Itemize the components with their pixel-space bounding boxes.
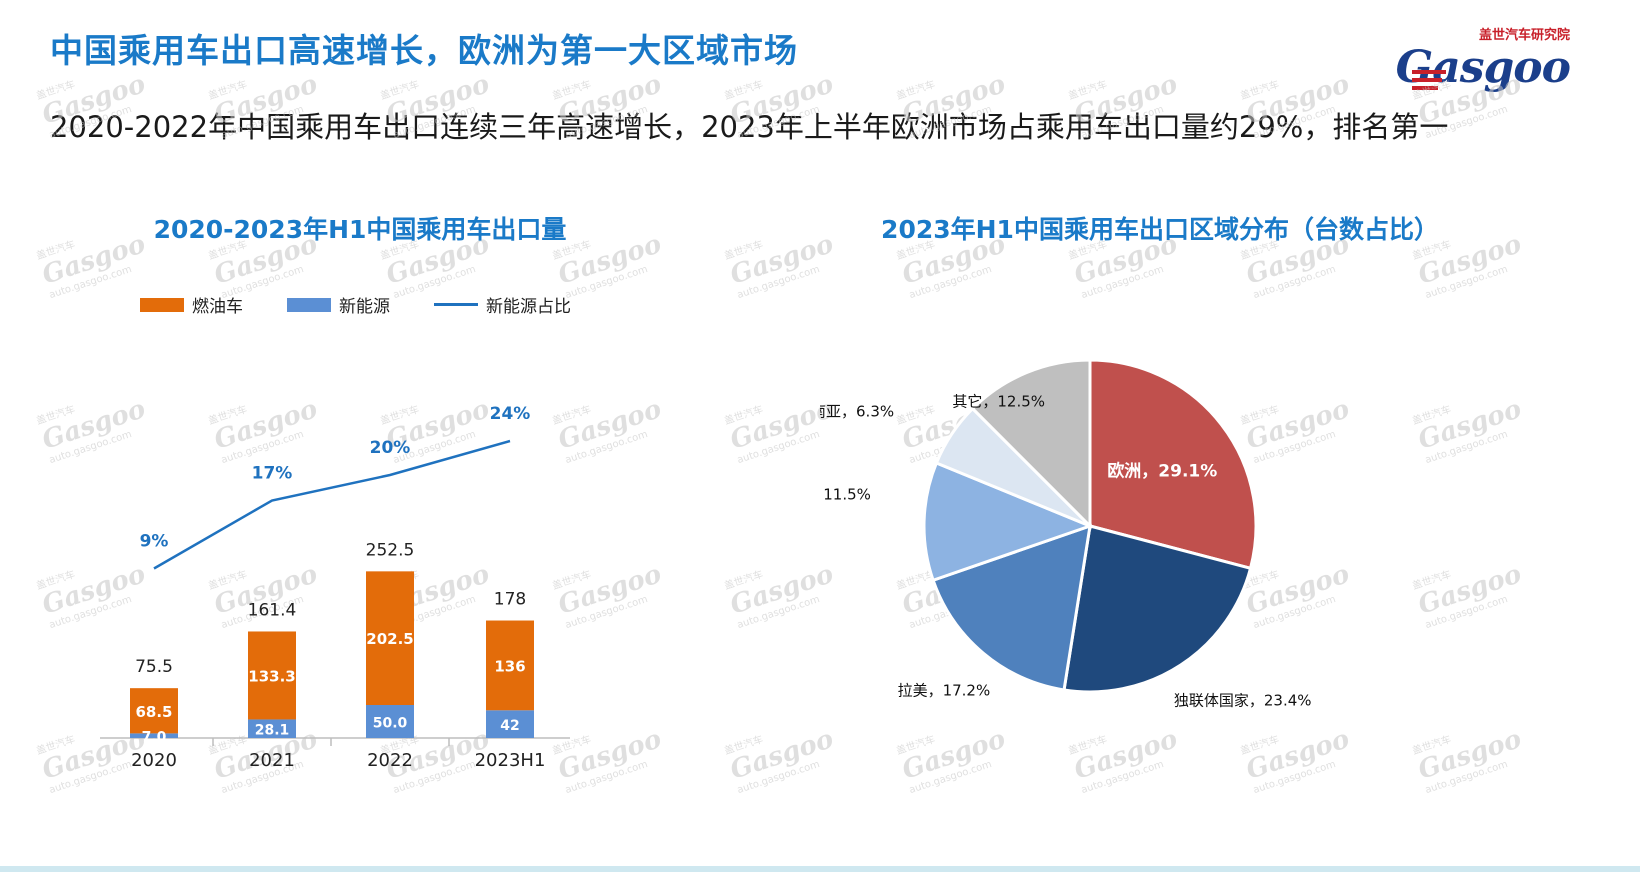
- gasgoo-logo: 盖世汽车研究院 Gasgoo: [1395, 28, 1571, 93]
- bar-total-label: 75.5: [135, 657, 173, 677]
- bar-nev: [130, 733, 178, 738]
- pie-slice: [1062, 524, 1253, 694]
- bar-fuel: [130, 688, 178, 734]
- x-tick-label: 2022: [367, 750, 413, 771]
- bar-total-label: 161.4: [248, 600, 297, 620]
- bar-fuel: [486, 620, 534, 711]
- nev-share-label: 17%: [252, 464, 293, 484]
- pie-slice-label: 独联体国家，23.4%: [1174, 691, 1312, 709]
- bar-fuel: [366, 571, 414, 705]
- page-subtitle: 2020-2022年中国乘用车出口连续三年高速增长，2023年上半年欧洲市场占乘…: [50, 110, 1449, 144]
- bar-fuel-label: 136: [494, 657, 525, 675]
- bar-nev-label: 7.0: [142, 730, 167, 746]
- nev-share-label: 9%: [140, 532, 169, 552]
- nev-share-line: [153, 439, 511, 570]
- bar-total-label: 178: [494, 590, 526, 610]
- bar-nev: [486, 710, 534, 738]
- bar-nev-label: 28.1: [255, 723, 290, 739]
- legend-label-nev-share: 新能源占比: [486, 297, 571, 317]
- legend-item-nev-share: 新能源占比: [434, 292, 571, 317]
- pie-slice-label: 其它，12.5%: [952, 392, 1045, 410]
- bar-nev: [248, 719, 296, 738]
- pie-slice: [970, 358, 1092, 530]
- bar-fuel-label: 202.5: [366, 630, 413, 648]
- bar-total-label: 252.5: [366, 540, 415, 560]
- bar-nev-label: 42: [500, 718, 519, 734]
- nev-share-label: 20%: [370, 438, 411, 458]
- pie-chart-title: 2023年H1中国乘用车出口区域分布（台数占比）: [881, 215, 1439, 244]
- legend-swatch-fuel: [140, 297, 184, 312]
- pie-slice-label: 东南亚，6.3%: [820, 402, 894, 420]
- legend-swatch-nev-share: [434, 303, 478, 306]
- x-tick-label: 2020: [131, 750, 177, 771]
- x-tick-label: 2021: [249, 750, 295, 771]
- legend-swatch-nev: [287, 297, 331, 312]
- bar-fuel-label: 133.3: [248, 667, 295, 685]
- bar-fuel: [248, 631, 296, 720]
- bar-chart-legend: 燃油车 新能源 新能源占比: [140, 292, 615, 317]
- bar-chart-title: 2020-2023年H1中国乘用车出口量: [153, 215, 567, 244]
- nev-share-label: 24%: [490, 404, 531, 424]
- pie-slice: [1088, 358, 1258, 571]
- page-title: 中国乘用车出口高速增长，欧洲为第一大区域市场: [50, 31, 798, 70]
- legend-item-fuel: 燃油车: [140, 292, 243, 317]
- legend-item-nev: 新能源: [287, 292, 390, 317]
- legend-label-nev: 新能源: [339, 297, 390, 317]
- legend-label-fuel: 燃油车: [192, 297, 243, 317]
- pie-slice-label: 中东，11.5%: [820, 485, 871, 503]
- bar-chart: 68.5 7.0 75.5 2020 133.3 28.1 161.4 2021 202.5 50…: [100, 404, 570, 771]
- pie-slice: [922, 460, 1095, 583]
- pie-chart: 欧洲，29.1% 独联体国家，23.4% 拉美，17.2% 中东，11.5% 东南亚，6…: [820, 358, 1312, 709]
- bar-nev: [366, 705, 414, 738]
- pie-slice-label: 欧洲，29.1%: [1107, 460, 1217, 481]
- pie-slice-label: 拉美，17.2%: [898, 681, 991, 699]
- bottom-bar: [0, 866, 1640, 872]
- bar-fuel-label: 68.5: [135, 703, 172, 721]
- x-tick-label: 2023H1: [475, 750, 546, 771]
- bar-nev-label: 50.0: [373, 716, 408, 732]
